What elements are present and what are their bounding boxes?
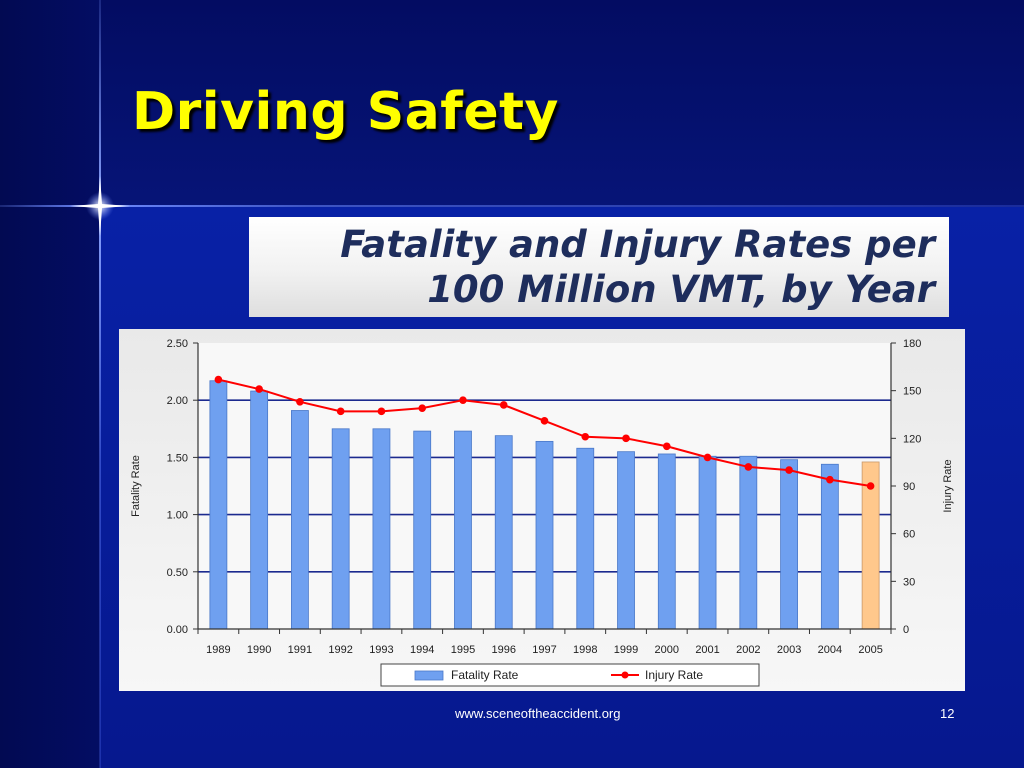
injury-rate-point: [744, 463, 753, 471]
fatality-bar: [780, 459, 798, 630]
x-tick-label: 1993: [369, 644, 393, 656]
fatality-bar: [291, 410, 309, 630]
fatality-bar: [535, 440, 554, 630]
fatality-bar: [657, 453, 676, 630]
x-tick-label: 1996: [491, 644, 515, 656]
decorative-vertical-line: [99, 0, 101, 768]
fatality-bar: [739, 455, 758, 630]
y2-tick-label: 180: [903, 338, 921, 350]
fatality-bar: [413, 430, 432, 630]
fatality-bar: [372, 428, 391, 630]
y2-tick-label: 120: [903, 433, 921, 445]
fatality-bar: [494, 435, 513, 630]
fatality-bar: [331, 428, 350, 630]
chart-heading-box: Fatality and Injury Rates per 100 Millio…: [249, 217, 949, 317]
injury-rate-point: [296, 397, 304, 406]
injury-rate-point: [540, 417, 549, 425]
injury-rate-point: [826, 475, 834, 484]
y2-axis-title: Injury Rate: [942, 459, 954, 512]
fatality-bar: [617, 451, 635, 630]
injury-rate-point: [418, 404, 427, 412]
y2-tick-label: 60: [903, 529, 915, 541]
x-tick-label: 1989: [206, 644, 230, 656]
decorative-horizontal-line: [0, 205, 1024, 207]
injury-rate-point: [662, 442, 671, 451]
x-tick-label: 2005: [858, 644, 882, 656]
y2-tick-label: 150: [903, 386, 921, 398]
chart-heading-line1: Fatality and Injury Rates per: [340, 223, 935, 266]
chart-panel: 0.00 0.50 1.00 1.50 2.00 2.50 0 30 60 90 120 150 180…: [119, 329, 965, 691]
injury-rate-point: [459, 396, 467, 404]
fatality-bar: [250, 390, 269, 630]
fatality-bar: [454, 430, 472, 630]
x-tick-label: 1997: [532, 644, 556, 656]
legend-marker-injury: [621, 671, 629, 679]
y-tick-label: 0.00: [167, 624, 188, 636]
chart: 0.00 0.50 1.00 1.50 2.00 2.50 0 30 60 90 120 150 180…: [130, 338, 954, 687]
legend-label-fatality: Fatality Rate: [451, 668, 519, 682]
footer-url: www.sceneoftheaccident.org: [455, 706, 621, 721]
x-tick-label: 1994: [410, 644, 434, 656]
legend-swatch-fatality: [414, 670, 444, 681]
injury-rate-point: [499, 401, 508, 409]
x-tick-label: 2002: [736, 644, 760, 656]
fatality-bar: [576, 447, 595, 630]
injury-rate-point: [377, 407, 386, 416]
injury-rate-point: [866, 482, 875, 490]
x-tick-label: 1991: [288, 644, 312, 656]
fatality-bar: [209, 380, 228, 630]
injury-rate-point: [785, 466, 793, 474]
top-band: [0, 0, 1024, 205]
injury-rate-point: [255, 385, 263, 393]
y-tick-label: 1.00: [167, 510, 188, 522]
left-band: [0, 0, 100, 768]
injury-rate-point: [581, 432, 590, 441]
y-tick-label: 2.00: [167, 395, 188, 407]
y2-tick-label: 30: [903, 576, 915, 588]
injury-rate-point: [703, 453, 712, 462]
x-tick-label: 1999: [614, 644, 638, 656]
legend-box: [380, 663, 760, 687]
injury-rate-point: [622, 434, 630, 443]
injury-rate-point: [336, 407, 345, 416]
slide-title: Driving Safety: [132, 82, 559, 142]
x-tick-label: 2004: [818, 644, 842, 656]
x-tick-label: 1990: [247, 644, 271, 656]
y-axis-title: Fatality Rate: [130, 455, 142, 517]
x-tick-label: 1998: [573, 644, 597, 656]
y-tick-label: 2.50: [167, 338, 188, 350]
x-tick-label: 1992: [328, 644, 352, 656]
chart-heading-line2: 100 Million VMT, by Year: [427, 268, 935, 311]
y2-tick-label: 90: [903, 481, 915, 493]
x-tick-label: 2003: [777, 644, 801, 656]
x-tick-label: 1995: [451, 644, 475, 656]
injury-rate-point: [214, 375, 223, 384]
sparkle-icon: [70, 176, 130, 236]
slide-number: 12: [940, 706, 955, 721]
y-tick-label: 1.50: [167, 452, 188, 464]
x-tick-label: 2001: [695, 644, 719, 656]
y-tick-label: 0.50: [167, 567, 188, 579]
fatality-bar: [820, 463, 839, 630]
x-tick-label: 2000: [655, 644, 679, 656]
fatality-bar: [698, 455, 717, 630]
legend-label-injury: Injury Rate: [645, 668, 703, 682]
y2-tick-label: 0: [903, 624, 909, 636]
